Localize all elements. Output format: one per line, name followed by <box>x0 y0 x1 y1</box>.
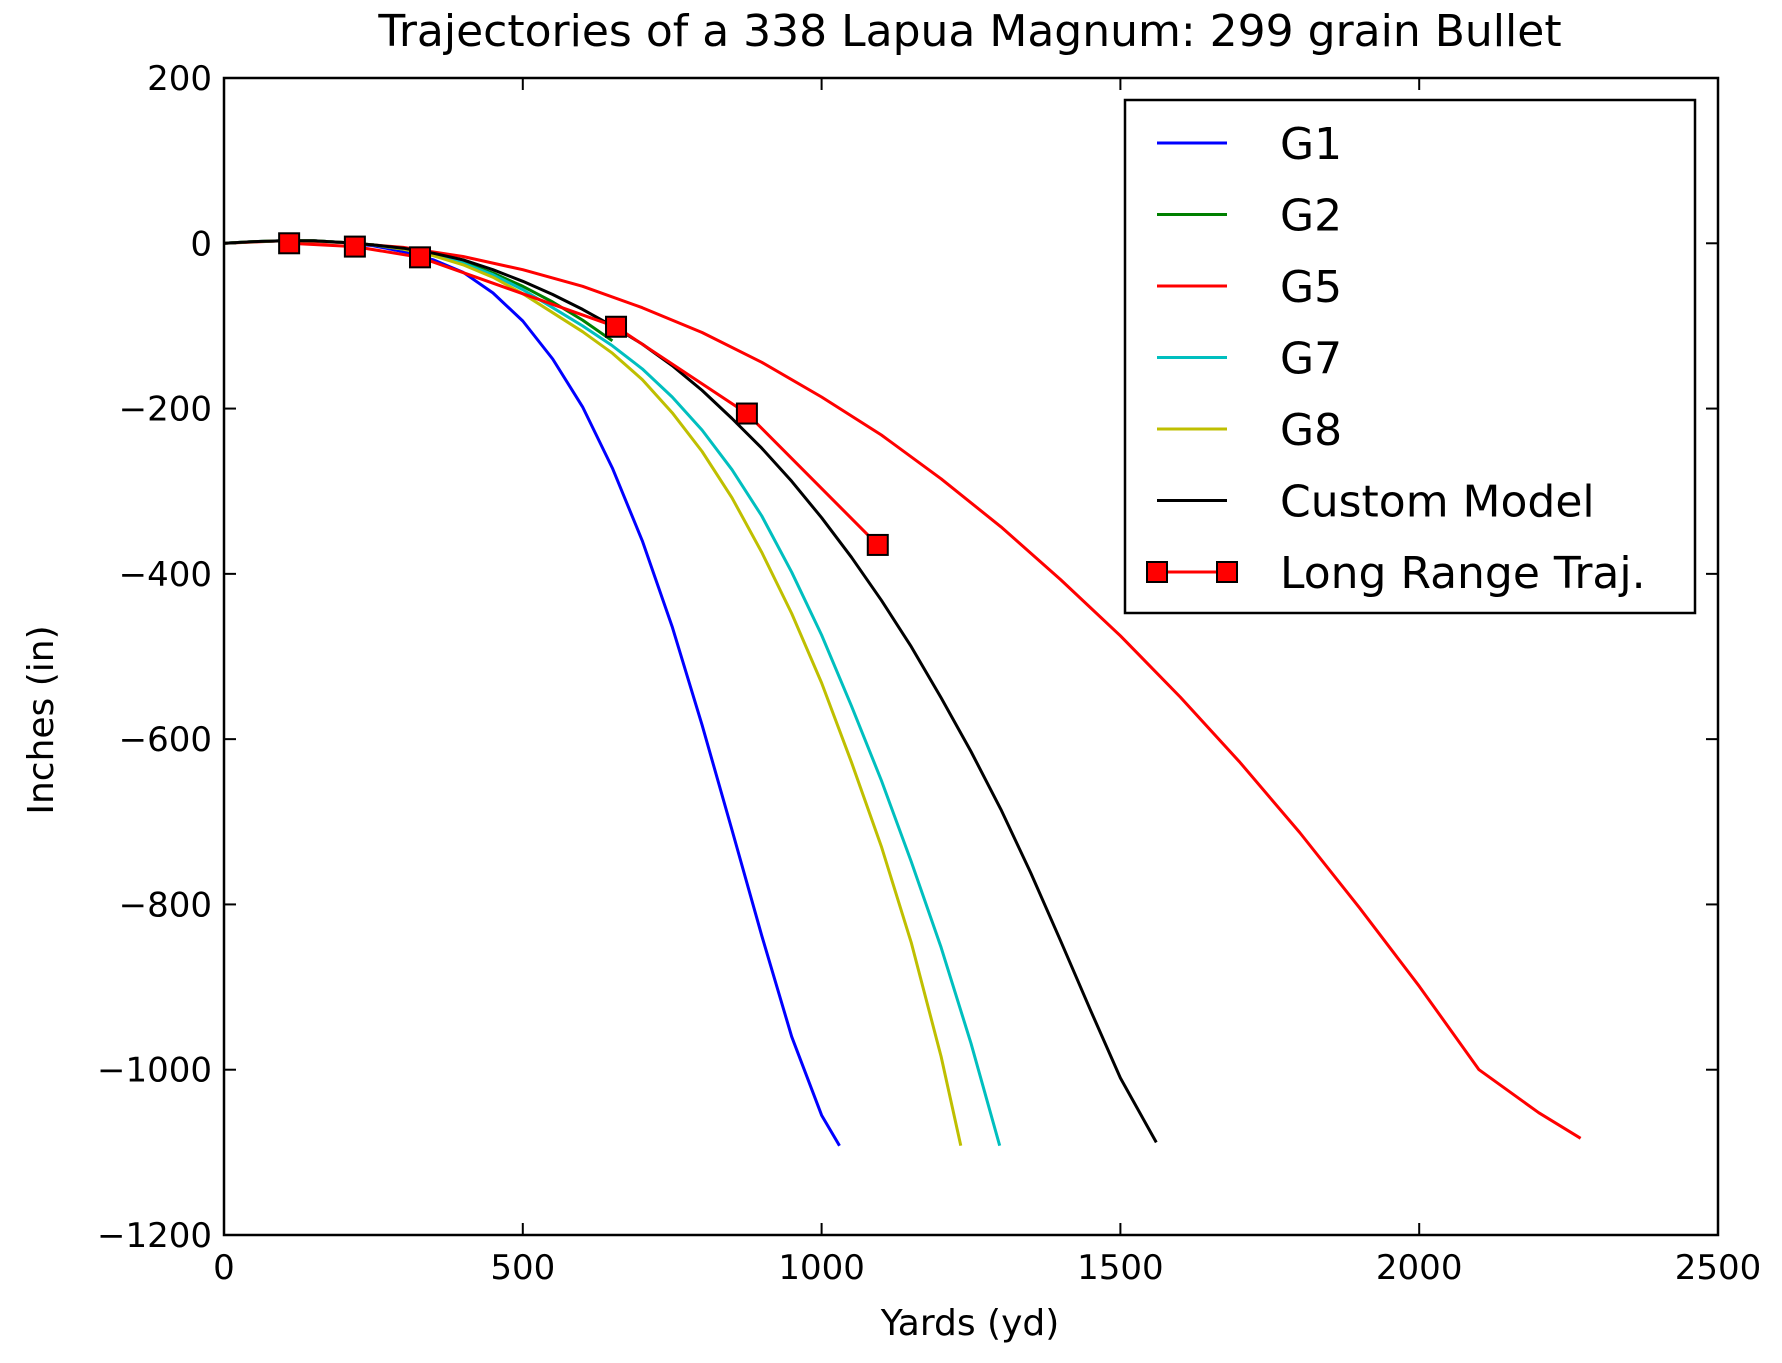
y-tick-label: −400 <box>119 555 212 595</box>
data-point-long-range-traj <box>278 232 301 255</box>
legend-label-custom-model: Custom Model <box>1280 477 1595 528</box>
legend-marker-long-range-traj <box>1146 561 1168 583</box>
y-tick-label: −1200 <box>97 1216 212 1256</box>
data-point-long-range-traj <box>605 315 628 338</box>
x-tick-label: 0 <box>213 1248 235 1288</box>
series-line-g5 <box>224 239 1582 1140</box>
plot-markers <box>278 232 889 556</box>
y-axis-label: Inches (in) <box>21 625 62 814</box>
legend-label-g7: G7 <box>1280 334 1342 385</box>
legend: G1 G2 G5 G7 G8 Custom Model Long Range Traj. <box>1123 98 1697 615</box>
y-tick-label: −600 <box>119 720 212 760</box>
legend-label-g5: G5 <box>1280 262 1342 313</box>
y-tick-label: 200 <box>147 59 212 99</box>
x-axis-label: Yards (yd) <box>880 1303 1060 1344</box>
legend-marker-long-range-traj <box>1216 561 1238 583</box>
data-point-long-range-traj <box>409 246 432 269</box>
legend-label-g2: G2 <box>1280 191 1342 242</box>
x-tick-label: 1500 <box>1077 1248 1164 1288</box>
legend-label-g1: G1 <box>1280 119 1342 170</box>
x-tick-label: 1000 <box>778 1248 865 1288</box>
data-point-long-range-traj <box>343 235 366 258</box>
data-point-long-range-traj <box>735 402 758 425</box>
chart-title: Trajectories of a 338 Lapua Magnum: 299 … <box>377 6 1561 57</box>
legend-label-long-range-traj: Long Range Traj. <box>1280 548 1646 599</box>
y-tick-label: −800 <box>119 885 212 925</box>
y-tick-label: 0 <box>190 224 212 264</box>
x-tick-label: 500 <box>490 1248 555 1288</box>
y-tick-label: −1000 <box>97 1051 212 1091</box>
axis-ticks: 0 500 1000 1500 2000 2500−1200−1000−800−600−4… <box>97 59 1761 1288</box>
series-line-custom-model <box>224 239 1158 1144</box>
y-tick-label: −200 <box>119 390 212 430</box>
x-tick-label: 2000 <box>1376 1248 1463 1288</box>
plot-frame <box>222 76 1720 1237</box>
data-point-long-range-traj <box>866 533 889 556</box>
x-tick-label: 2500 <box>1675 1248 1762 1288</box>
legend-label-g8: G8 <box>1280 405 1342 456</box>
